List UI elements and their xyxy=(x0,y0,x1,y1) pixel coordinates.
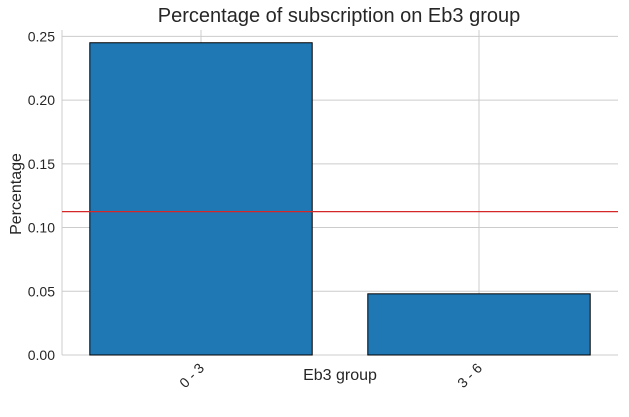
x-tick-label: 0 - 3 xyxy=(176,360,207,391)
y-tick-label: 0.10 xyxy=(28,220,55,236)
y-tick-label: 0.00 xyxy=(28,347,55,363)
bar xyxy=(89,42,313,356)
y-tick-label: 0.05 xyxy=(28,283,55,299)
y-tick-labels: 0.00 0.05 0.10 0.15 0.20 0.25 xyxy=(28,28,55,363)
x-tick-label: 3 - 6 xyxy=(454,360,485,391)
chart-title: Percentage of subscription on Eb3 group xyxy=(158,5,520,27)
x-axis-label: Eb3 group xyxy=(303,367,377,384)
y-tick-label: 0.20 xyxy=(28,92,55,108)
y-axis-label: Percentage xyxy=(8,153,25,235)
bars-group xyxy=(89,42,591,356)
y-tick-label: 0.15 xyxy=(28,156,55,172)
y-tick-label: 0.25 xyxy=(28,28,55,44)
bar xyxy=(367,293,591,356)
